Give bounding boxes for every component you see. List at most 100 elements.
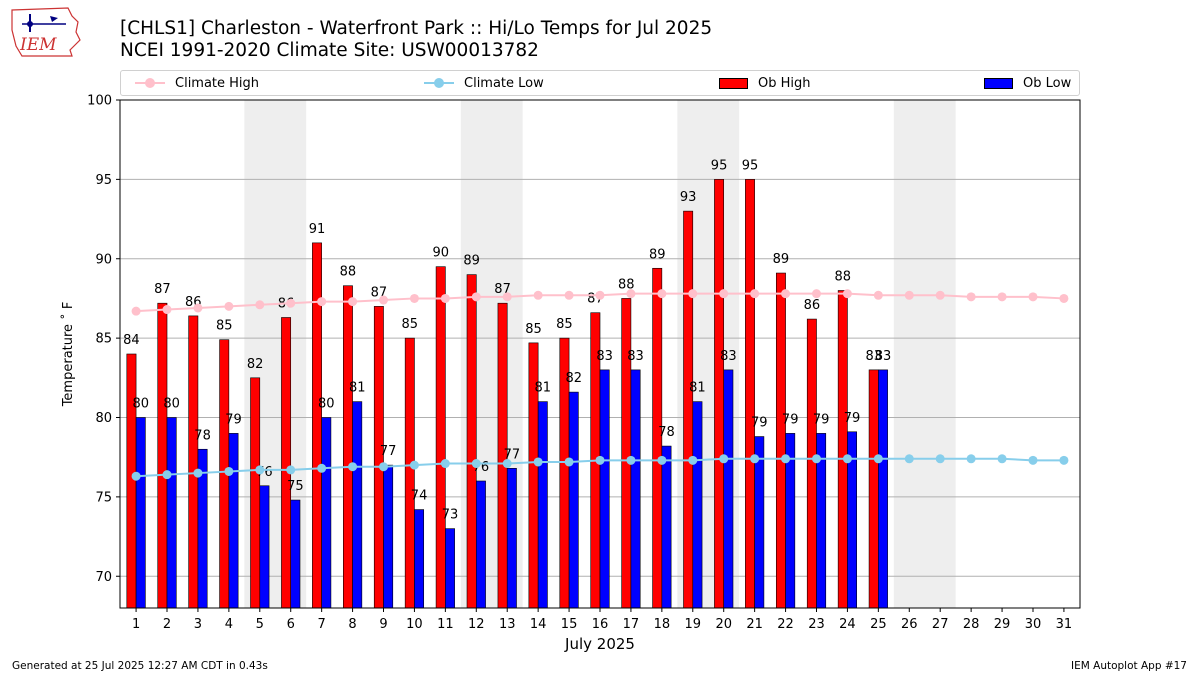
ob-high-label: 86	[278, 296, 295, 311]
x-tick-label: 16	[592, 617, 609, 632]
ob-high-label: 85	[402, 317, 419, 332]
ob-low-label: 82	[565, 371, 582, 386]
climate-low-point	[193, 468, 203, 478]
climate-low-point	[440, 459, 450, 469]
x-tick-label: 30	[1025, 617, 1042, 632]
ob-low-bar	[661, 445, 672, 609]
ob-low-bar	[692, 401, 703, 609]
x-tick-label: 15	[561, 617, 578, 632]
ob-high-label: 83	[865, 349, 882, 364]
weekend-shade	[893, 100, 956, 608]
footer-generated: Generated at 25 Jul 2025 12:27 AM CDT in…	[12, 660, 268, 672]
climate-low-point	[904, 454, 914, 464]
ob-low-bar	[599, 369, 610, 609]
ob-low-bar	[290, 499, 301, 609]
ob-low-bar	[816, 433, 827, 609]
ob-high-label: 95	[742, 158, 759, 173]
ob-low-bar	[321, 417, 332, 609]
ob-low-label: 74	[411, 489, 428, 504]
ob-high-label: 95	[711, 158, 728, 173]
ob-high-label: 86	[185, 295, 202, 310]
climate-high-point	[1028, 292, 1038, 302]
ob-high-label: 89	[463, 254, 480, 269]
ob-low-bar	[568, 391, 579, 609]
ob-high-label: 89	[649, 247, 666, 262]
climate-high-point	[1059, 293, 1069, 303]
ob-high-label: 88	[618, 277, 635, 292]
ob-low-bar	[537, 401, 548, 609]
ob-low-bar	[135, 417, 146, 609]
y-tick-label: 95	[95, 173, 112, 188]
y-tick-label: 85	[95, 332, 112, 347]
x-tick-label: 1	[132, 617, 140, 632]
ob-low-bar	[197, 448, 208, 609]
climate-low-point	[286, 465, 296, 475]
climate-high-point	[781, 289, 791, 299]
ob-high-bar	[219, 339, 230, 609]
ob-high-bar	[373, 306, 384, 609]
climate-low-point	[502, 459, 512, 469]
y-tick-label: 80	[95, 411, 112, 426]
ob-low-label: 78	[194, 428, 211, 443]
ob-low-bar	[475, 480, 486, 609]
y-tick-label: 70	[95, 570, 112, 585]
climate-high-point	[657, 289, 667, 299]
ob-low-bar	[414, 509, 425, 609]
ob-low-label: 80	[318, 397, 335, 412]
ob-low-bar	[228, 433, 239, 609]
ob-low-label: 79	[844, 411, 861, 426]
x-tick-label: 17	[623, 617, 640, 632]
ob-low-label: 81	[535, 381, 552, 396]
ob-low-label: 80	[163, 397, 180, 412]
ob-low-label: 76	[473, 460, 490, 475]
ob-high-bar	[466, 274, 477, 609]
climate-low-point	[935, 454, 945, 464]
x-tick-label: 20	[715, 617, 732, 632]
climate-low-point	[842, 454, 852, 464]
climate-high-point	[904, 290, 914, 300]
ob-high-bar	[745, 179, 755, 609]
ob-high-bar	[528, 342, 539, 609]
climate-high-point	[502, 292, 512, 302]
climate-high-point	[162, 305, 172, 315]
ob-low-bar	[723, 369, 734, 609]
x-tick-label: 4	[225, 617, 233, 632]
climate-low-point	[533, 457, 543, 467]
legend-ob-high: Ob High	[719, 71, 811, 95]
x-tick-label: 19	[685, 617, 702, 632]
climate-low-point	[750, 454, 760, 464]
ob-low-label: 79	[813, 412, 830, 427]
climate-high-point	[935, 290, 945, 300]
climate-low-point	[348, 462, 358, 472]
x-tick-label: 7	[318, 617, 326, 632]
climate-high-point	[317, 297, 327, 307]
ob-high-bar	[312, 242, 322, 609]
climate-high-point	[193, 303, 203, 313]
ob-low-bar	[383, 464, 394, 609]
climate-low-point	[409, 460, 419, 470]
x-tick-label: 22	[777, 617, 794, 632]
climate-high-point	[842, 289, 852, 299]
climate-high-point	[595, 290, 605, 300]
ob-low-bar	[259, 485, 270, 609]
ob-low-swatch	[984, 77, 1013, 89]
ob-low-bar	[847, 431, 858, 609]
ob-low-label: 75	[287, 479, 304, 494]
y-tick-label: 90	[95, 252, 112, 267]
x-tick-label: 3	[194, 617, 202, 632]
ob-high-bar	[435, 266, 446, 609]
ob-high-label: 84	[123, 333, 140, 348]
climate-low-line	[136, 457, 1064, 478]
title-line-1: [CHLS1] Charleston - Waterfront Park :: …	[120, 18, 713, 39]
ob-high-swatch	[719, 77, 748, 89]
chart-title: [CHLS1] Charleston - Waterfront Park :: …	[120, 18, 712, 62]
climate-low-point	[688, 455, 698, 465]
climate-low-point	[657, 455, 667, 465]
ob-high-bar	[342, 285, 353, 609]
climate-high-point	[997, 292, 1007, 302]
ob-low-label: 78	[658, 425, 675, 440]
ob-high-label: 85	[525, 322, 542, 337]
ob-high-label: 90	[432, 246, 449, 261]
ob-high-label: 88	[340, 265, 357, 280]
climate-high-point	[440, 293, 450, 303]
